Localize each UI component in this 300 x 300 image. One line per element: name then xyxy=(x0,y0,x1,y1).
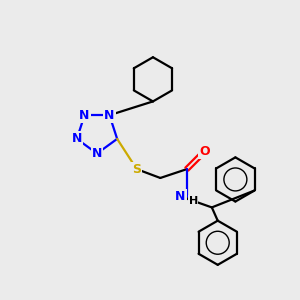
Text: N: N xyxy=(80,109,90,122)
Text: N: N xyxy=(92,147,102,160)
Text: O: O xyxy=(199,145,210,158)
Text: N: N xyxy=(175,190,185,203)
Text: N: N xyxy=(72,132,82,146)
Text: H: H xyxy=(189,196,198,206)
Text: N: N xyxy=(104,109,115,122)
Text: S: S xyxy=(132,163,141,176)
